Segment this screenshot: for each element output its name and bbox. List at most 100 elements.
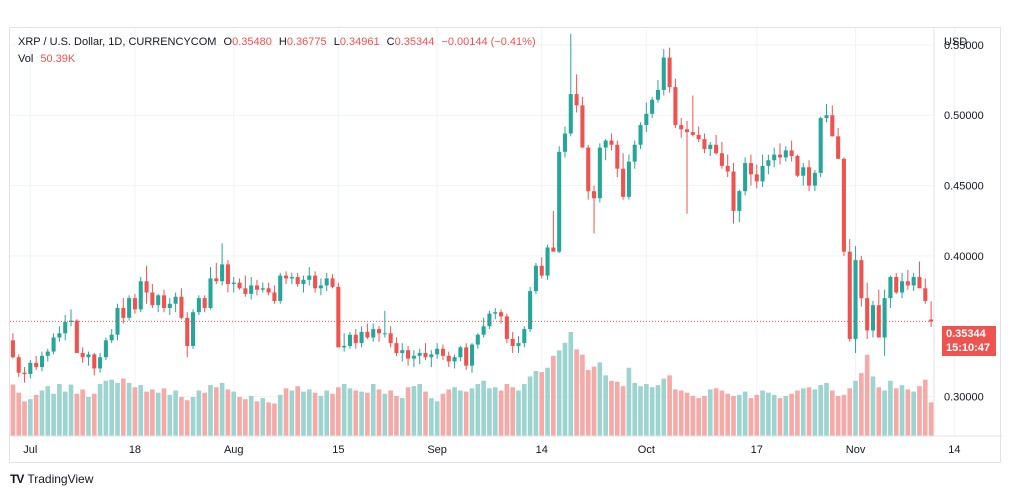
candle[interactable] xyxy=(406,345,411,366)
candle[interactable] xyxy=(562,126,568,158)
candle[interactable] xyxy=(173,292,178,313)
candle[interactable] xyxy=(696,126,701,142)
candle[interactable] xyxy=(882,289,887,356)
candle[interactable] xyxy=(423,343,428,361)
candle[interactable] xyxy=(150,284,155,308)
candle[interactable] xyxy=(191,309,196,349)
candle[interactable] xyxy=(673,78,678,128)
candle[interactable] xyxy=(661,49,666,96)
candle[interactable] xyxy=(859,255,864,307)
tradingview-logo[interactable]: TV TradingView xyxy=(10,472,93,486)
candle[interactable] xyxy=(138,277,143,313)
candle[interactable] xyxy=(400,343,405,362)
candle[interactable] xyxy=(353,329,358,349)
candle[interactable] xyxy=(359,326,364,348)
candle[interactable] xyxy=(818,116,823,178)
candle[interactable] xyxy=(876,289,881,338)
symbol-title[interactable]: XRP / U.S. Dollar, 1D, CURRENCYCOM xyxy=(18,36,217,48)
candle[interactable] xyxy=(86,351,91,366)
candle[interactable] xyxy=(127,295,132,321)
candle[interactable] xyxy=(894,272,899,294)
time-axis[interactable]: Jul 18 Aug 15 Sep 14 Oct 17 Nov 14 xyxy=(23,444,960,456)
candle[interactable] xyxy=(202,295,207,313)
candle[interactable] xyxy=(382,310,387,338)
candle[interactable] xyxy=(615,140,620,178)
candle[interactable] xyxy=(167,298,172,316)
candle[interactable] xyxy=(754,164,759,189)
candle[interactable] xyxy=(783,146,788,162)
candle[interactable] xyxy=(10,333,15,359)
volume-label[interactable]: Vol xyxy=(18,53,34,65)
candle[interactable] xyxy=(551,210,556,252)
candle[interactable] xyxy=(179,288,184,320)
candle[interactable] xyxy=(528,286,533,332)
candle[interactable] xyxy=(16,354,21,377)
candle[interactable] xyxy=(231,277,236,293)
candle[interactable] xyxy=(301,275,306,293)
candle[interactable] xyxy=(214,262,219,285)
candle[interactable] xyxy=(74,319,79,353)
candle[interactable] xyxy=(504,313,509,344)
candle[interactable] xyxy=(830,105,835,137)
candle[interactable] xyxy=(394,337,399,356)
candle[interactable] xyxy=(905,269,910,290)
candle[interactable] xyxy=(545,244,550,280)
candle[interactable] xyxy=(522,326,527,348)
candle[interactable] xyxy=(574,74,579,113)
candle[interactable] xyxy=(743,157,748,196)
candle[interactable] xyxy=(196,295,201,316)
candle[interactable] xyxy=(109,329,114,344)
candle[interactable] xyxy=(452,354,457,369)
candle[interactable] xyxy=(435,343,440,359)
candle[interactable] xyxy=(626,154,631,200)
candle[interactable] xyxy=(499,309,504,324)
candle[interactable] xyxy=(185,312,190,358)
candle[interactable] xyxy=(539,257,544,279)
candle[interactable] xyxy=(702,133,707,154)
candle[interactable] xyxy=(586,144,591,200)
candle[interactable] xyxy=(208,267,213,310)
candle[interactable] xyxy=(917,261,922,289)
candle[interactable] xyxy=(289,272,294,285)
candle[interactable] xyxy=(68,309,74,327)
candle[interactable] xyxy=(638,122,643,149)
candle[interactable] xyxy=(684,120,690,214)
candle[interactable] xyxy=(417,348,422,365)
candle[interactable] xyxy=(63,315,68,341)
candle[interactable] xyxy=(679,118,684,138)
candle[interactable] xyxy=(34,355,39,370)
candle[interactable] xyxy=(516,336,521,353)
candle[interactable] xyxy=(156,293,161,313)
candle[interactable] xyxy=(632,140,637,169)
candle[interactable] xyxy=(295,272,300,287)
candle[interactable] xyxy=(80,347,85,363)
candle[interactable] xyxy=(824,103,829,123)
candle[interactable] xyxy=(98,352,103,373)
candle[interactable] xyxy=(429,350,434,368)
candle[interactable] xyxy=(841,157,846,256)
candle[interactable] xyxy=(772,147,777,168)
candle[interactable] xyxy=(708,141,713,157)
candle[interactable] xyxy=(929,301,934,327)
candle[interactable] xyxy=(51,333,56,355)
candle[interactable] xyxy=(342,333,347,352)
candle[interactable] xyxy=(690,95,695,137)
candle[interactable] xyxy=(725,154,730,178)
candle[interactable] xyxy=(225,260,230,293)
candle[interactable] xyxy=(103,337,108,361)
candle[interactable] xyxy=(719,141,724,169)
candle[interactable] xyxy=(371,323,376,342)
candle[interactable] xyxy=(266,282,271,296)
candle[interactable] xyxy=(621,153,626,200)
candle[interactable] xyxy=(760,154,765,187)
candle[interactable] xyxy=(807,160,812,192)
candle[interactable] xyxy=(870,300,876,338)
candle[interactable] xyxy=(376,326,382,342)
candle[interactable] xyxy=(481,317,486,338)
candle[interactable] xyxy=(458,345,463,362)
candle[interactable] xyxy=(510,331,515,353)
candle[interactable] xyxy=(121,298,126,324)
candle[interactable] xyxy=(336,282,341,348)
candle[interactable] xyxy=(237,278,242,290)
candle[interactable] xyxy=(911,272,916,292)
